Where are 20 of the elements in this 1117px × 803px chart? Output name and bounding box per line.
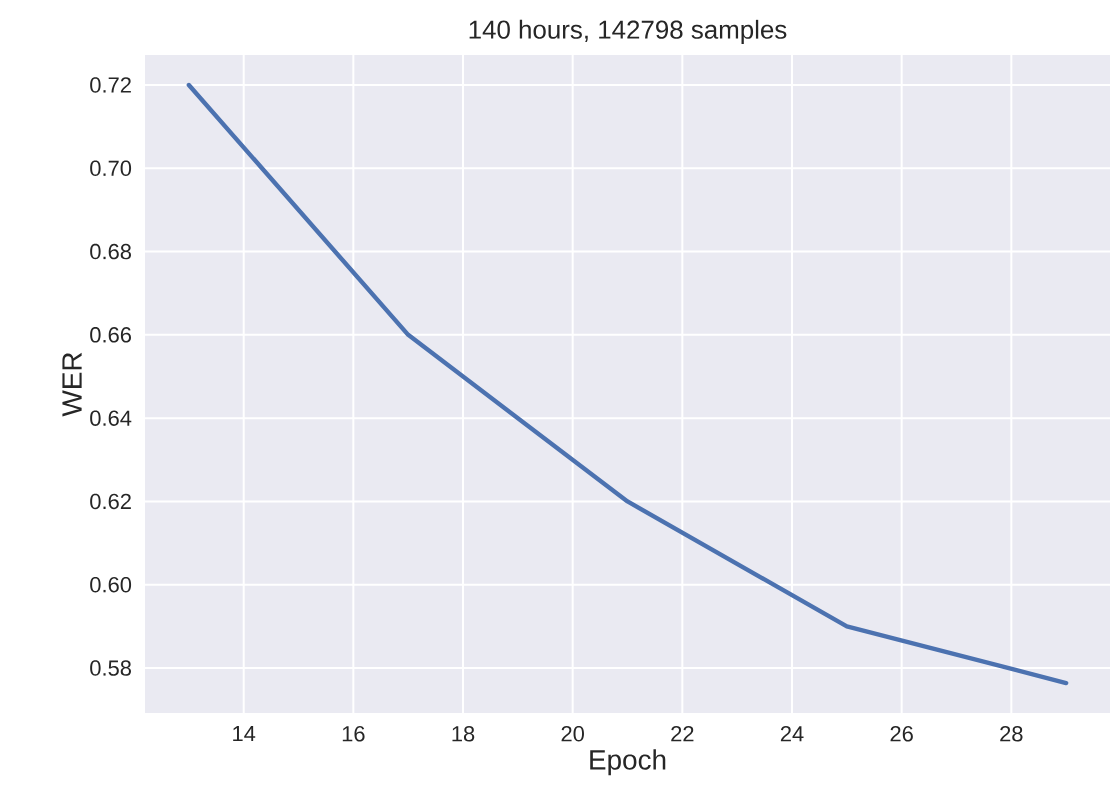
y-tick-label: 0.66 [90, 327, 131, 343]
x-axis-title: Epoch [590, 749, 666, 776]
y-tick-label: 0.72 [90, 77, 131, 93]
y-tick-label: 0.64 [90, 410, 132, 426]
y-tick-label: 0.68 [90, 243, 131, 260]
x-tick-label: 28 [1000, 726, 1023, 742]
x-tick-label: 24 [780, 726, 804, 742]
y-tick-label: 0.60 [90, 576, 132, 593]
x-tick-label: 14 [233, 726, 256, 742]
x-tick-label: 22 [671, 726, 694, 742]
x-tick-label: 26 [890, 726, 913, 742]
y-tick-label: 0.70 [90, 160, 132, 177]
x-tick-label: 16 [342, 726, 365, 742]
y-tick-label: 0.62 [90, 493, 131, 510]
x-tick-label: 18 [452, 726, 475, 742]
chart-title: 140 hours, 142798 samples [469, 19, 787, 44]
y-axis-title: WER [62, 352, 82, 417]
line-series [186, 82, 1069, 686]
y-tick-label: 0.58 [90, 660, 131, 676]
x-tick-label: 20 [561, 726, 584, 742]
